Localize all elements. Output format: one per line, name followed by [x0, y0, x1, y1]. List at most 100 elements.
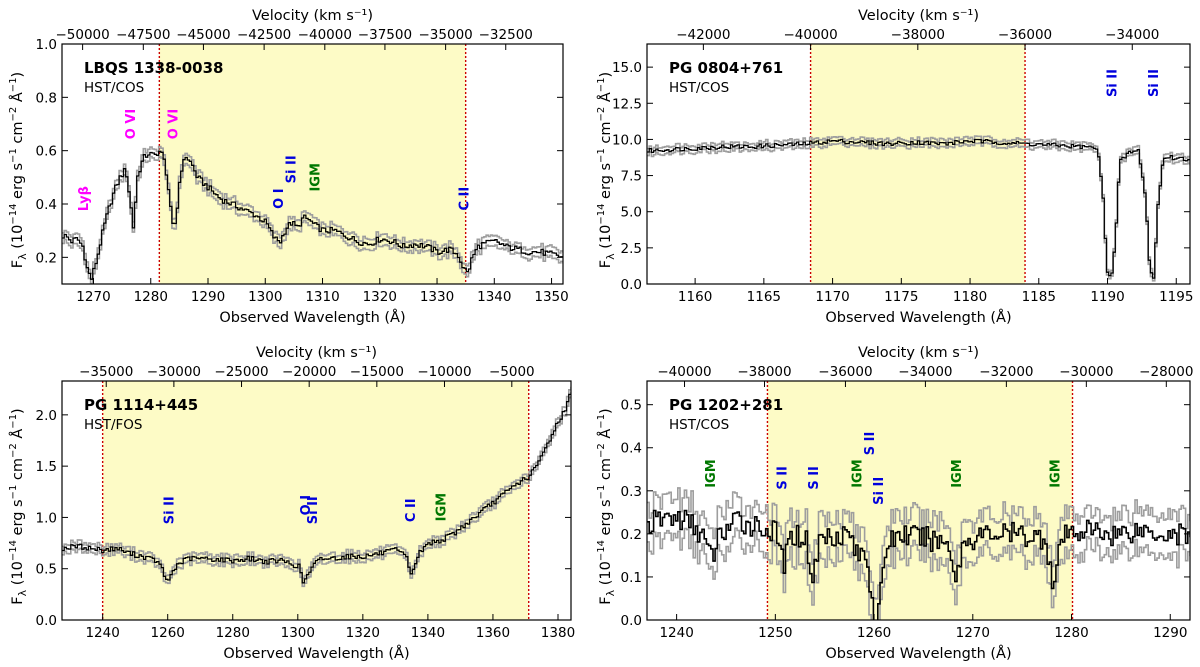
- panel-title: PG 1114+445: [84, 396, 198, 414]
- top-tick-label: −38000: [737, 364, 791, 380]
- line-label: Si II: [1147, 69, 1162, 97]
- y-tick-label: 2.0: [36, 408, 57, 424]
- y-tick-label: 0.8: [36, 90, 57, 106]
- top-tick-label: −38000: [891, 27, 945, 43]
- error-lower: [647, 527, 1190, 620]
- top-tick-label: −36000: [998, 27, 1052, 43]
- x-tick-label: 1270: [956, 625, 990, 641]
- error-lower: [647, 141, 1190, 282]
- x-tick-label: 1340: [477, 289, 511, 305]
- line-label: O VI: [124, 109, 139, 139]
- y-tick-label: 5.0: [621, 205, 642, 221]
- top-tick-label: −50000: [55, 27, 109, 43]
- line-label: C II: [404, 498, 419, 522]
- x-tick-label: 1270: [76, 289, 110, 305]
- x-axis-title: Observed Wavelength (Å): [825, 309, 1011, 326]
- x-tick-label: 1350: [534, 289, 568, 305]
- x-tick-label: 1290: [1153, 625, 1187, 641]
- x-tick-label: 1165: [747, 289, 781, 305]
- x-tick-label: 1280: [1054, 625, 1088, 641]
- line-label: S II: [775, 466, 790, 490]
- x-tick-label: 1320: [346, 625, 380, 641]
- x-tick-label: 1300: [248, 289, 282, 305]
- panel-1: 1270 1280 1290 1300 1310 1320 1330 1340 1350 −500…: [8, 8, 569, 326]
- plot-frame: [646, 43, 1191, 285]
- panel-4: 1240 1250 1260 1270 1280 1290 −40000 −38000 −360…: [596, 345, 1193, 662]
- top-tick-label: −45000: [176, 27, 230, 43]
- top-tick-label: −5000: [489, 364, 535, 380]
- line-label: Lyβ: [77, 186, 92, 211]
- x-axis-title: Observed Wavelength (Å): [825, 645, 1011, 662]
- y-tick-label: 0.2: [621, 527, 642, 543]
- error-upper: [647, 487, 1190, 600]
- y-tick-label: 0.0: [621, 277, 642, 293]
- x-tick-label: 1360: [476, 625, 510, 641]
- x-tick-label: 1290: [191, 289, 225, 305]
- line-label: Si II: [163, 496, 178, 524]
- top-tick-label: −30000: [147, 364, 201, 380]
- line-label: Si II: [306, 496, 321, 524]
- x-tick-label: 1190: [1090, 289, 1124, 305]
- line-label: S II: [863, 432, 878, 456]
- panel-title: LBQS 1338-0038: [84, 59, 224, 77]
- line-label: Si II: [1106, 69, 1121, 97]
- x-tick-label: 1260: [857, 625, 891, 641]
- x-tick-label: 1280: [134, 289, 168, 305]
- top-tick-label: −28000: [1139, 364, 1193, 380]
- panel-subtitle: HST/FOS: [84, 417, 142, 433]
- top-tick-label: −35000: [79, 364, 133, 380]
- top-tick-label: −42500: [237, 27, 291, 43]
- panel-3: 1240 1260 1280 1300 1320 1340 1360 1380 −35000 −3…: [8, 345, 575, 662]
- y-axis-title: Fλ (10−14 erg s−1 cm−2 Å−1): [596, 408, 617, 604]
- top-axis-title: Velocity (km s⁻¹): [252, 8, 373, 24]
- top-tick-label: −36000: [818, 364, 872, 380]
- y-tick-label: 1.5: [36, 459, 57, 475]
- x-tick-label: 1185: [1022, 289, 1056, 305]
- spectrum-group: [647, 135, 1190, 282]
- top-tick-label: −42000: [676, 27, 730, 43]
- top-axis-title: Velocity (km s⁻¹): [256, 345, 377, 361]
- y-tick-label: 1.0: [36, 510, 57, 526]
- panel-title: PG 1202+281: [669, 396, 783, 414]
- y-tick-label: 0.3: [621, 484, 642, 500]
- y-tick-label: 0.2: [36, 250, 57, 266]
- spectrum-line: [62, 150, 563, 280]
- line-label: C II: [457, 187, 472, 211]
- x-tick-label: 1175: [884, 289, 918, 305]
- spectrum-line: [647, 509, 1190, 620]
- line-label: O I: [299, 495, 314, 515]
- top-axis-title: Velocity (km s⁻¹): [858, 8, 979, 24]
- x-tick-label: 1195: [1159, 289, 1193, 305]
- line-label: IGM: [950, 459, 965, 487]
- plot-frame: [646, 380, 1191, 621]
- x-tick-label: 1180: [953, 289, 987, 305]
- top-tick-label: −34000: [1105, 27, 1159, 43]
- y-tick-label: 0.1: [621, 570, 642, 586]
- line-label: IGM: [704, 459, 719, 487]
- top-tick-label: −37500: [358, 27, 412, 43]
- panel-subtitle: HST/COS: [669, 417, 729, 433]
- x-axis-title: Observed Wavelength (Å): [219, 309, 405, 326]
- y-tick-label: 10.0: [612, 132, 642, 148]
- panel-2: 1160 1165 1170 1175 1180 1185 1190 1195 −42000 −4…: [596, 8, 1193, 326]
- top-tick-label: −40000: [657, 364, 711, 380]
- line-label: O I: [272, 188, 287, 208]
- x-tick-label: 1300: [281, 625, 315, 641]
- top-tick-label: −35000: [418, 27, 472, 43]
- shaded-region: [810, 44, 1026, 284]
- top-tick-label: −34000: [898, 364, 952, 380]
- x-tick-label: 1160: [678, 289, 712, 305]
- line-label: Si II: [872, 477, 887, 505]
- x-tick-label: 1320: [363, 289, 397, 305]
- shaded-region: [102, 381, 529, 620]
- x-tick-label: 1330: [420, 289, 454, 305]
- top-tick-label: −15000: [350, 364, 404, 380]
- y-tick-label: 1.0: [36, 37, 57, 53]
- y-tick-label: 0.4: [621, 441, 642, 457]
- x-axis-title: Observed Wavelength (Å): [223, 645, 409, 662]
- y-tick-label: 0.4: [36, 197, 57, 213]
- line-label: IGM: [434, 493, 449, 521]
- error-upper: [62, 145, 563, 275]
- spectrum-group: [647, 487, 1190, 620]
